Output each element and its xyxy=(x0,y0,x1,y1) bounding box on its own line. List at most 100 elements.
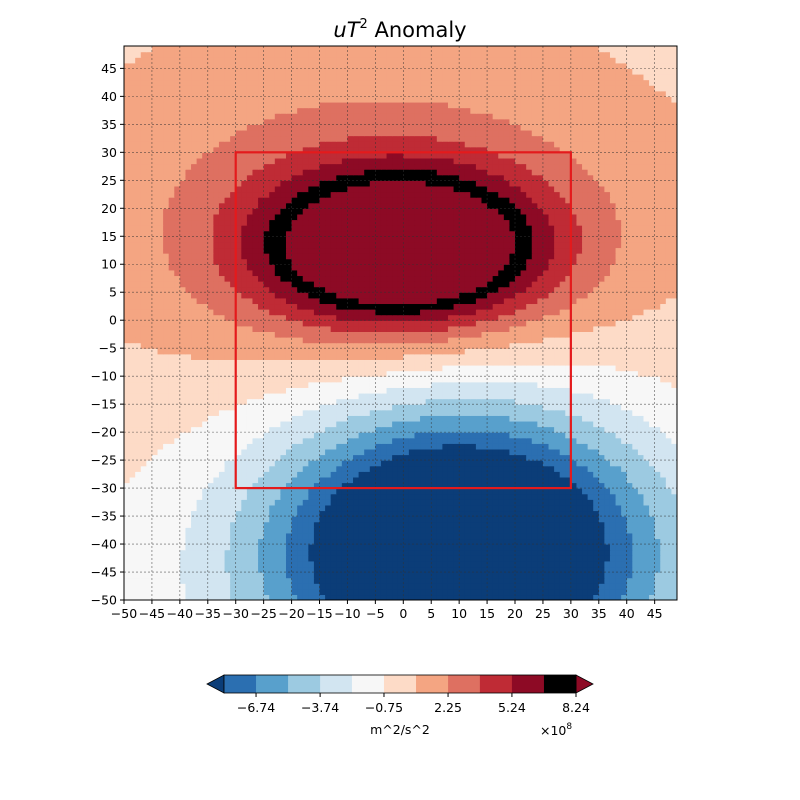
field-cell xyxy=(637,392,645,400)
field-cell xyxy=(386,572,393,579)
field-cell xyxy=(526,404,533,411)
field-cell xyxy=(609,420,617,428)
field-cell xyxy=(258,320,265,327)
field-cell xyxy=(135,359,142,366)
field-cell xyxy=(207,359,214,366)
field-cell xyxy=(213,437,220,444)
field-cell xyxy=(464,555,471,562)
field-cell xyxy=(576,555,583,562)
field-cell xyxy=(269,572,276,579)
field-cell xyxy=(129,331,136,338)
field-cell xyxy=(649,437,656,444)
field-cell xyxy=(364,420,371,428)
field-cell xyxy=(163,409,170,416)
field-cell xyxy=(492,420,499,428)
field-cell xyxy=(420,493,427,500)
field-cell xyxy=(447,437,455,444)
field-cell xyxy=(285,566,293,573)
field-cell xyxy=(470,572,477,579)
field-cell xyxy=(632,588,639,596)
field-cell xyxy=(263,342,270,349)
field-cell xyxy=(358,476,365,484)
field-cell xyxy=(425,566,432,573)
field-cell xyxy=(341,359,349,366)
field-cell xyxy=(665,460,673,467)
field-cell xyxy=(397,493,404,500)
field-cell xyxy=(498,392,505,400)
field-cell xyxy=(593,359,600,366)
field-cell xyxy=(559,336,566,344)
field-cell xyxy=(643,325,650,332)
field-cell xyxy=(386,460,393,467)
field-cell xyxy=(565,493,572,500)
field-cell xyxy=(565,336,572,344)
field-cell xyxy=(442,392,449,400)
field-cell xyxy=(626,521,633,528)
field-cell xyxy=(531,420,538,428)
field-cell xyxy=(258,426,265,433)
field-cell xyxy=(392,370,399,377)
field-cell xyxy=(269,370,276,377)
field-cell xyxy=(386,404,393,411)
field-cell xyxy=(202,325,209,332)
field-cell xyxy=(252,420,259,428)
field-cell xyxy=(185,325,192,332)
field-cell xyxy=(593,387,600,394)
field-cell xyxy=(392,504,399,512)
field-cell xyxy=(386,471,393,478)
field-cell xyxy=(470,482,477,489)
field-cell xyxy=(330,532,337,540)
field-cell xyxy=(431,409,438,416)
field-cell xyxy=(347,448,354,456)
field-cell xyxy=(202,544,209,551)
field-cell xyxy=(654,370,661,377)
field-cell xyxy=(129,510,136,517)
field-cell xyxy=(246,448,254,456)
field-cell xyxy=(414,342,421,349)
field-cell xyxy=(403,493,410,500)
field-cell xyxy=(274,572,282,579)
field-cell xyxy=(375,342,382,349)
field-cell xyxy=(509,493,516,500)
field-cell xyxy=(498,364,505,372)
field-cell xyxy=(582,398,589,405)
field-cell xyxy=(191,499,198,506)
field-cell xyxy=(353,555,360,562)
field-cell xyxy=(408,521,416,528)
field-cell xyxy=(487,443,494,450)
field-cell xyxy=(157,504,164,512)
field-cell xyxy=(151,471,159,478)
field-cell xyxy=(487,532,494,540)
field-cell xyxy=(671,381,677,388)
field-cell xyxy=(297,331,304,338)
field-cell xyxy=(191,544,198,551)
field-cell xyxy=(151,336,159,344)
field-cell xyxy=(246,588,254,596)
field-cell xyxy=(213,465,220,472)
field-cell xyxy=(537,504,544,512)
field-cell xyxy=(151,538,159,545)
field-cell xyxy=(235,448,242,456)
field-cell xyxy=(403,566,410,573)
field-cell xyxy=(487,437,494,444)
field-cell xyxy=(503,415,511,422)
field-cell xyxy=(151,544,159,551)
field-cell xyxy=(537,432,544,439)
field-cell xyxy=(163,331,170,338)
field-cell xyxy=(498,577,505,584)
field-cell xyxy=(537,454,544,461)
field-cell xyxy=(291,499,298,506)
field-cell xyxy=(364,471,371,478)
field-cell xyxy=(475,460,483,467)
field-cell xyxy=(397,460,404,467)
field-cell xyxy=(576,376,583,383)
field-cell xyxy=(447,482,455,489)
field-cell xyxy=(274,420,282,428)
field-cell xyxy=(598,331,605,338)
field-cell xyxy=(559,392,566,400)
field-cell xyxy=(330,415,337,422)
field-cell xyxy=(319,538,326,545)
field-cell xyxy=(218,560,226,568)
field-cell xyxy=(414,544,421,551)
field-cell xyxy=(503,432,511,439)
